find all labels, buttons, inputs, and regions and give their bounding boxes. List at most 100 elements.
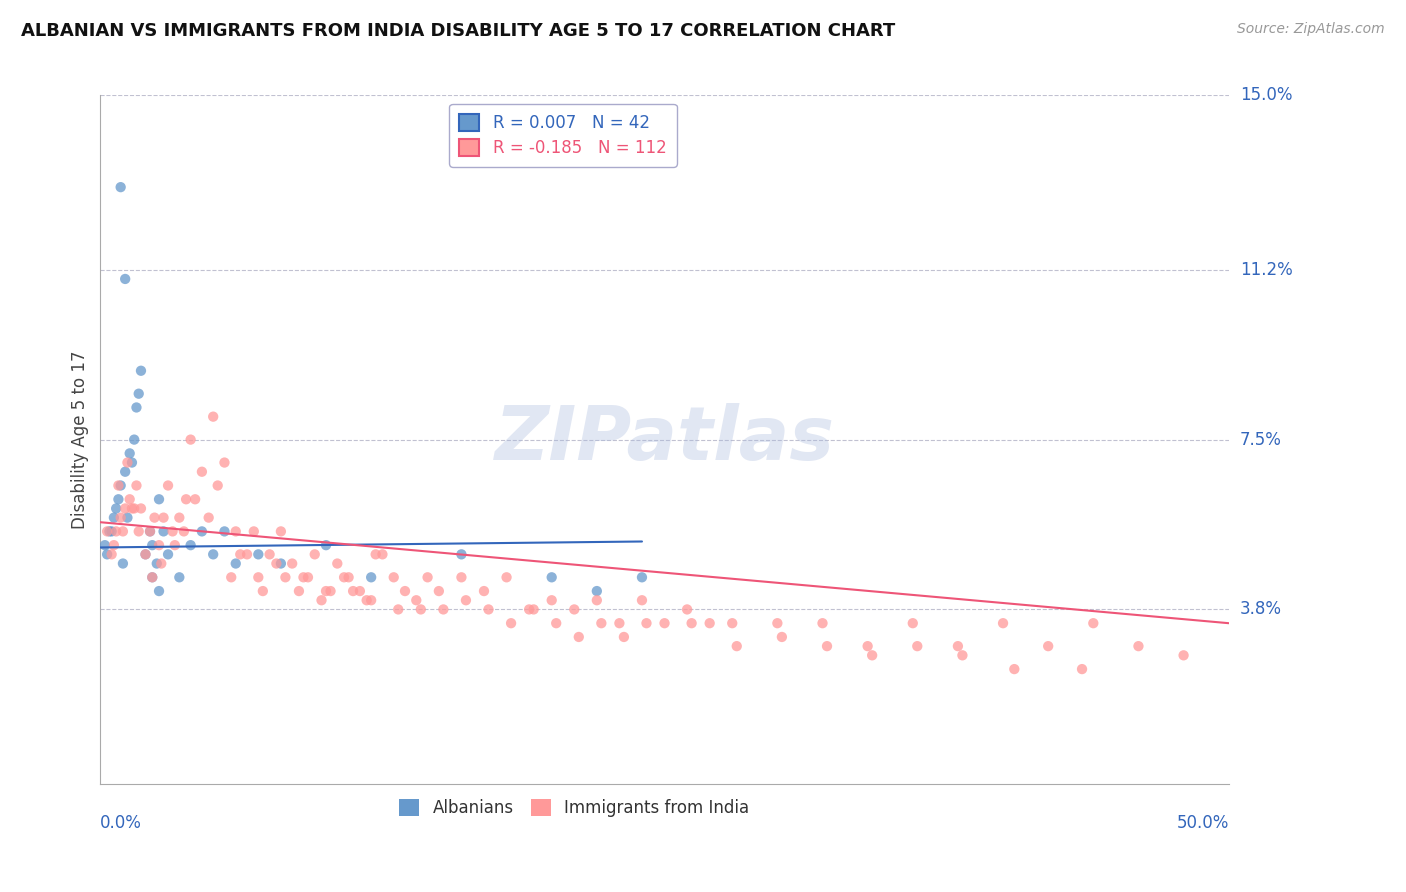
- Point: [191, 465, 214, 479]
- Point: [229, 547, 252, 561]
- Point: [815, 639, 838, 653]
- Point: [562, 602, 585, 616]
- Point: [110, 478, 132, 492]
- Point: [811, 616, 834, 631]
- Point: [315, 538, 337, 552]
- Point: [721, 616, 744, 631]
- Point: [169, 570, 191, 584]
- Point: [214, 456, 236, 470]
- Point: [905, 639, 928, 653]
- Point: [991, 616, 1014, 631]
- Point: [180, 433, 202, 447]
- Point: [225, 557, 247, 571]
- Point: [259, 547, 281, 561]
- Point: [117, 510, 139, 524]
- Point: [162, 524, 184, 539]
- Point: [450, 570, 472, 584]
- Point: [495, 570, 517, 584]
- Point: [856, 639, 879, 653]
- Point: [326, 557, 349, 571]
- Point: [297, 570, 319, 584]
- Point: [292, 570, 315, 584]
- Point: [117, 456, 139, 470]
- Point: [122, 433, 145, 447]
- Point: [382, 570, 405, 584]
- Point: [266, 557, 288, 571]
- Point: [110, 180, 132, 194]
- Point: [163, 538, 186, 552]
- Point: [472, 584, 495, 599]
- Point: [523, 602, 546, 616]
- Point: [517, 602, 540, 616]
- Point: [107, 492, 129, 507]
- Point: [337, 570, 360, 584]
- Point: [139, 524, 162, 539]
- Point: [118, 492, 141, 507]
- Point: [1083, 616, 1105, 631]
- Point: [129, 501, 152, 516]
- Point: [148, 538, 170, 552]
- Point: [315, 584, 337, 599]
- Point: [96, 547, 118, 561]
- Point: [134, 547, 156, 561]
- Point: [333, 570, 356, 584]
- Point: [477, 602, 499, 616]
- Point: [103, 538, 125, 552]
- Text: Source: ZipAtlas.com: Source: ZipAtlas.com: [1237, 22, 1385, 37]
- Point: [631, 593, 654, 607]
- Point: [631, 570, 654, 584]
- Point: [157, 547, 180, 561]
- Point: [676, 602, 699, 616]
- Point: [281, 557, 304, 571]
- Point: [654, 616, 676, 631]
- Point: [725, 639, 748, 653]
- Point: [103, 510, 125, 524]
- Point: [134, 547, 156, 561]
- Text: ALBANIAN VS IMMIGRANTS FROM INDIA DISABILITY AGE 5 TO 17 CORRELATION CHART: ALBANIAN VS IMMIGRANTS FROM INDIA DISABI…: [21, 22, 896, 40]
- Point: [901, 616, 924, 631]
- Point: [143, 510, 166, 524]
- Point: [1173, 648, 1195, 663]
- Point: [1071, 662, 1094, 676]
- Point: [319, 584, 342, 599]
- Text: ZIPatlas: ZIPatlas: [495, 403, 835, 476]
- Point: [236, 547, 259, 561]
- Point: [118, 446, 141, 460]
- Point: [342, 584, 364, 599]
- Point: [184, 492, 207, 507]
- Point: [568, 630, 591, 644]
- Point: [1128, 639, 1150, 653]
- Point: [409, 602, 432, 616]
- Point: [349, 584, 371, 599]
- Point: [100, 524, 122, 539]
- Point: [96, 524, 118, 539]
- Point: [243, 524, 266, 539]
- Text: 15.0%: 15.0%: [1240, 87, 1292, 104]
- Point: [157, 478, 180, 492]
- Point: [360, 570, 382, 584]
- Point: [613, 630, 636, 644]
- Point: [585, 593, 607, 607]
- Point: [114, 272, 136, 286]
- Point: [121, 501, 143, 516]
- Point: [129, 364, 152, 378]
- Point: [274, 570, 297, 584]
- Point: [591, 616, 613, 631]
- Text: 50.0%: 50.0%: [1177, 814, 1229, 832]
- Point: [98, 524, 121, 539]
- Point: [364, 547, 387, 561]
- Point: [219, 570, 242, 584]
- Point: [207, 478, 229, 492]
- Point: [111, 524, 134, 539]
- Point: [681, 616, 703, 631]
- Point: [148, 492, 170, 507]
- Point: [121, 456, 143, 470]
- Point: [197, 510, 219, 524]
- Point: [609, 616, 631, 631]
- Point: [110, 510, 132, 524]
- Point: [454, 593, 477, 607]
- Point: [114, 501, 136, 516]
- Point: [766, 616, 789, 631]
- Point: [125, 478, 148, 492]
- Point: [252, 584, 274, 599]
